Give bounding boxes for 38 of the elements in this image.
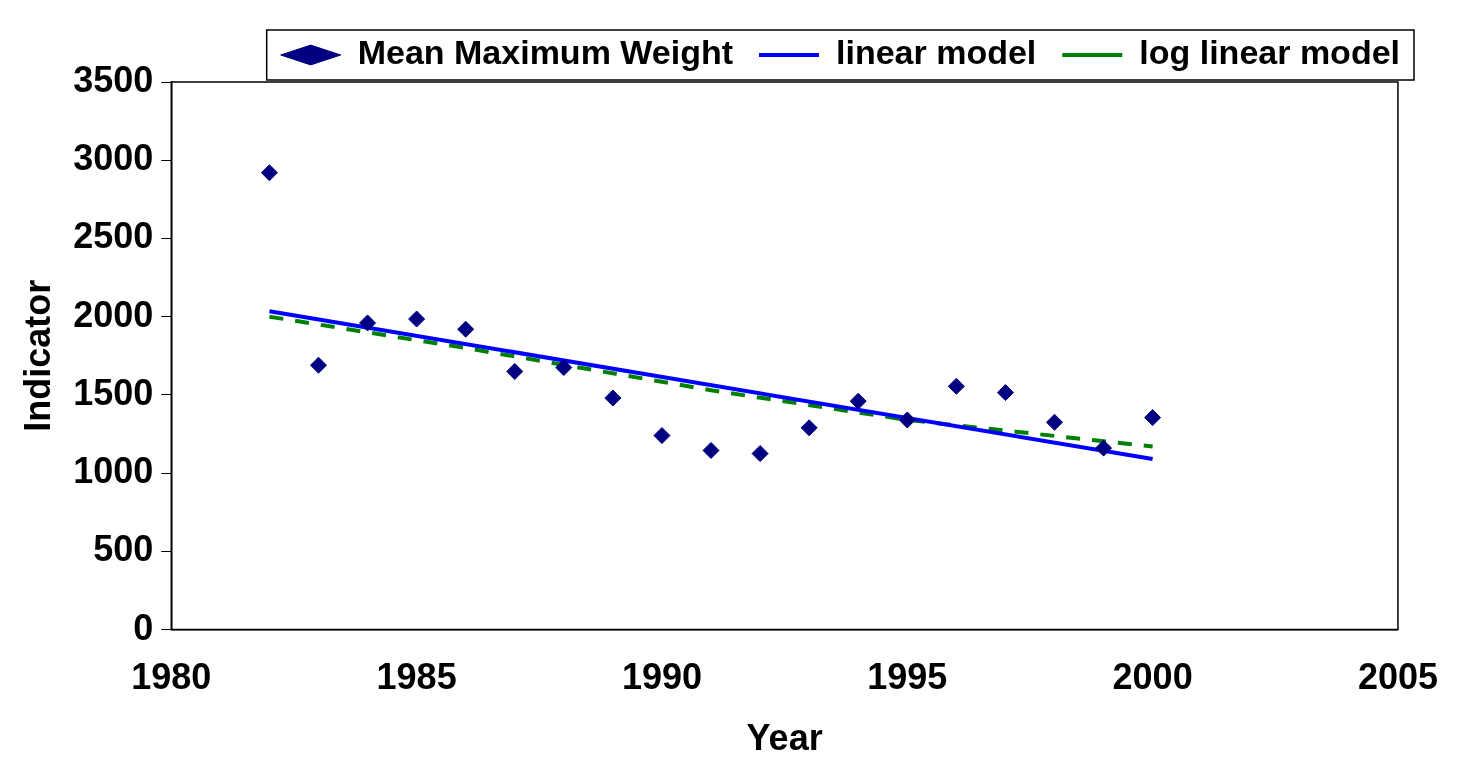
point [947,377,965,395]
point [751,445,769,463]
point [555,359,573,377]
legend-label: log linear model [1139,33,1401,72]
point [898,411,916,429]
point [506,362,524,380]
point [1095,439,1113,457]
point [996,384,1014,402]
y-tick-label: 3000 [73,137,154,179]
point [800,419,818,437]
point [408,310,426,328]
point [260,164,278,182]
legend-label: linear model [836,33,1037,72]
y-axis-title: Indicator [16,279,58,432]
x-tick-label: 1995 [867,656,948,698]
y-tick-label: 3500 [73,58,154,100]
y-tick-label: 1000 [73,450,154,492]
y-tick-label: 0 [133,606,154,648]
point [1045,413,1063,431]
point [309,356,327,374]
y-tick-label: 500 [93,528,154,570]
x-tick-label: 2000 [1112,656,1193,698]
point [702,441,720,459]
point [457,320,475,338]
point [653,427,671,445]
y-tick-label: 2000 [73,293,154,335]
y-tick-label: 1500 [73,371,154,413]
y-tick-label: 2500 [73,215,154,257]
point [1144,409,1162,427]
point [849,392,867,410]
point [604,389,622,407]
x-axis-title: Year [746,717,823,759]
point [359,314,377,332]
x-tick-label: 1990 [621,656,702,698]
x-tick-label: 1980 [131,656,212,698]
x-tick-label: 1985 [376,656,457,698]
x-tick-label: 2005 [1357,656,1438,698]
legend-label: Mean Maximum Weight [357,33,734,72]
